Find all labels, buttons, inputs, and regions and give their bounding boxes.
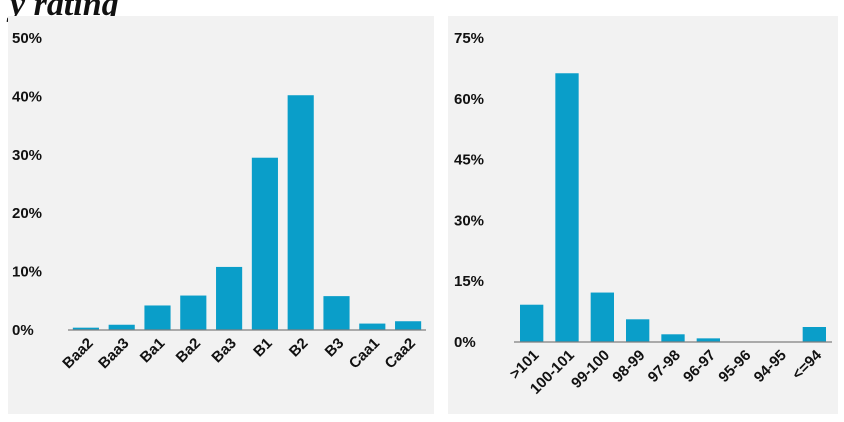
x-tick-label: 98-99: [609, 347, 648, 386]
bar-96-97: [696, 338, 720, 342]
x-tick-label: Baa2: [59, 335, 96, 372]
bar-100-101: [555, 73, 579, 342]
y-tick-label: 40%: [12, 88, 42, 105]
y-tick-label: 0%: [454, 334, 476, 351]
y-tick-label: 45%: [454, 152, 484, 169]
bar-97-98: [661, 334, 685, 342]
bar--94: [802, 327, 826, 342]
bar-b2: [287, 95, 314, 331]
x-tick-label: 94-95: [751, 347, 790, 386]
bar-baa2: [72, 327, 99, 330]
bar-b3: [323, 296, 350, 330]
y-tick-label: 30%: [454, 212, 484, 229]
x-tick-label: 95-96: [715, 347, 754, 386]
bar-ba1: [144, 305, 171, 330]
x-tick-label: Ba3: [208, 335, 239, 366]
bar-caa1: [359, 323, 386, 330]
bar-ba3: [216, 266, 243, 330]
y-tick-label: 10%: [12, 264, 42, 281]
bar--101: [520, 304, 544, 342]
x-tick-label: Ba1: [137, 335, 168, 366]
x-tick-label: B2: [286, 335, 312, 361]
x-tick-label: Baa3: [95, 335, 132, 372]
y-tick-label: 0%: [12, 322, 34, 339]
x-tick-label: Caa1: [346, 335, 383, 372]
bar-ba2: [180, 295, 207, 330]
x-tick-label: 96-97: [680, 347, 719, 386]
bar-b1: [251, 157, 278, 330]
y-tick-label: 75%: [454, 30, 484, 47]
x-tick-label: 99-100: [568, 347, 613, 392]
y-tick-label: 20%: [12, 205, 42, 222]
x-tick-label: B1: [250, 335, 276, 361]
x-tick-label: B3: [322, 335, 348, 361]
bar-baa3: [108, 324, 135, 330]
y-tick-label: 60%: [454, 91, 484, 108]
x-tick-label: 97-98: [645, 347, 684, 386]
x-tick-label: Caa2: [382, 335, 419, 372]
x-tick-label: Ba2: [173, 335, 204, 366]
y-tick-label: 15%: [454, 273, 484, 290]
price-bar-chart: 0%15%30%45%60%75%>101100-10199-10098-999…: [454, 30, 832, 398]
y-tick-label: 30%: [12, 147, 42, 164]
x-tick-label: <=94: [789, 346, 826, 383]
rating-chart-panel: 0% 10% 20% 30% 40% 50% Baa2 Baa3 Ba1 Ba2 Ba3 B1 B2 B3…: [8, 16, 434, 414]
bar-99-100: [590, 292, 614, 342]
bar-caa2: [395, 321, 422, 330]
y-tick-label: 50%: [12, 30, 42, 47]
bar-98-99: [626, 319, 650, 342]
price-chart-panel: 0% 15% 30% 45% 60% 75% >101 100-101 99-100 98-99 9…: [448, 16, 838, 414]
